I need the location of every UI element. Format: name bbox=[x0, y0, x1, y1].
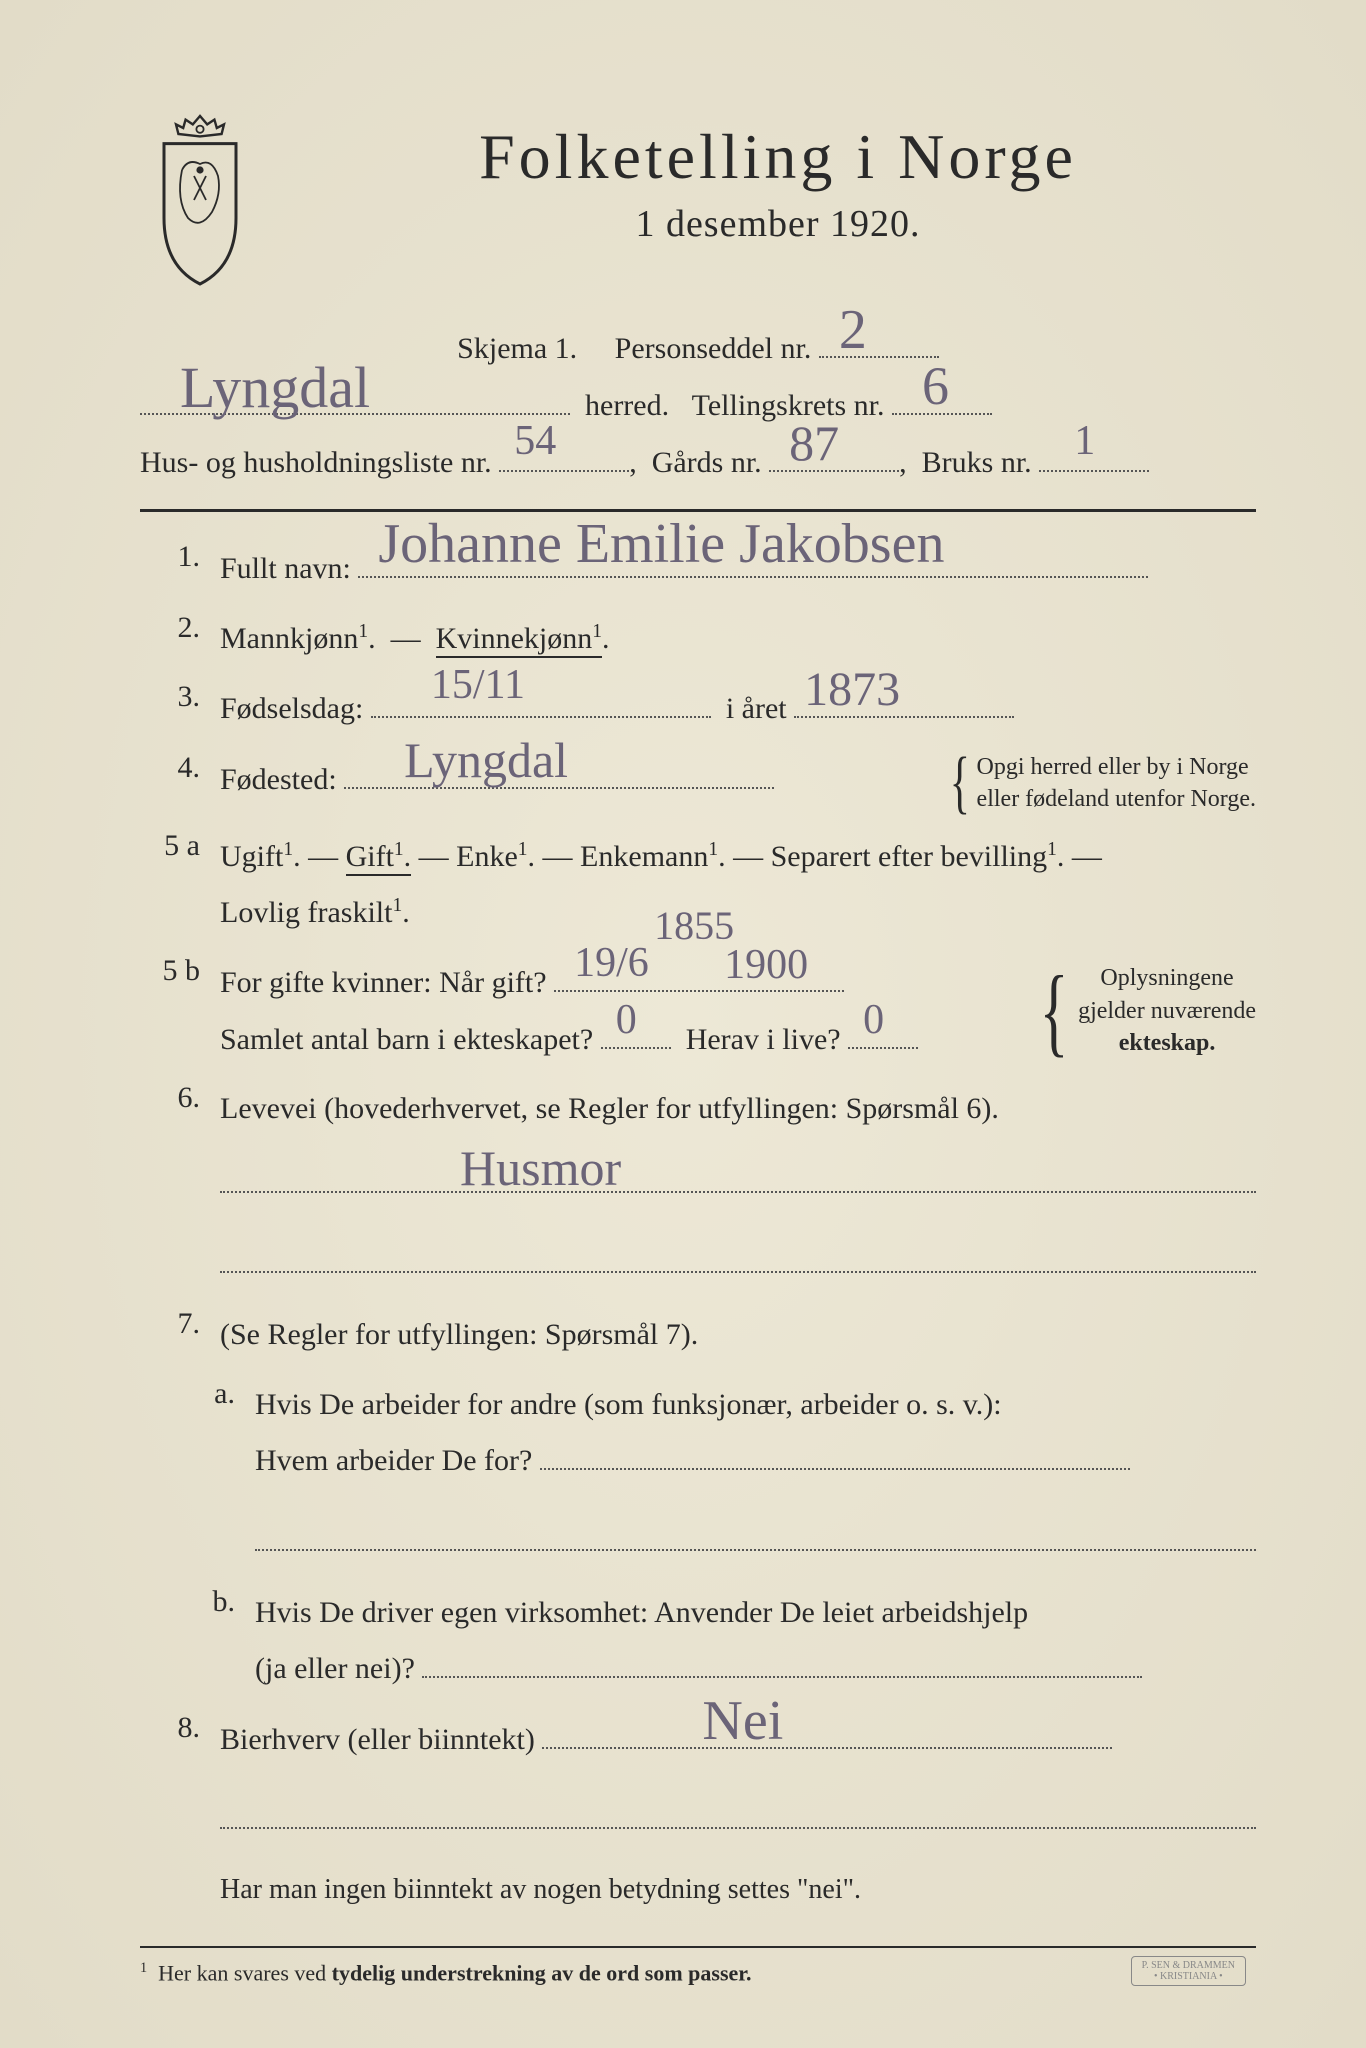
q7b-blank bbox=[422, 1640, 1142, 1678]
q8-value: Nei bbox=[702, 1693, 783, 1749]
q5b-v1: 19/6 bbox=[574, 942, 649, 984]
q4-label: Fødested: bbox=[220, 763, 337, 796]
q5b-v2: 0 bbox=[616, 999, 637, 1041]
blank-line bbox=[220, 1231, 1256, 1273]
skjema-label: Skjema 1. bbox=[457, 332, 577, 365]
q1-row: 1. Fullt navn: Johanne Emilie Jakobsen bbox=[140, 540, 1256, 597]
q3-year: 1873 bbox=[804, 666, 900, 714]
printer-stamp: P. SEN & DRAMMEN • KRISTIANIA • bbox=[1131, 1956, 1246, 1986]
q5b-v3: 0 bbox=[863, 999, 884, 1041]
q7a-row: a. Hvis De arbeider for andre (som funks… bbox=[140, 1377, 1256, 1571]
herred-label: herred. bbox=[585, 389, 669, 422]
q5b-label1: For gifte kvinner: Når gift? bbox=[220, 966, 547, 999]
q5b-num: 5 b bbox=[140, 954, 200, 1067]
brace-icon: { bbox=[950, 755, 970, 811]
census-form-page: Folketelling i Norge 1 desember 1920. Sk… bbox=[0, 0, 1366, 2048]
q4-row: 4. Fødested: Lyngdal { Opgi herred eller… bbox=[140, 751, 1256, 816]
q3-row: 3. Fødselsdag: 15/11 i året 1873 bbox=[140, 680, 1256, 737]
husliste-nr: 54 bbox=[514, 420, 556, 462]
footnote: 1 Her kan svares ved tydelig understrekn… bbox=[140, 1960, 1256, 1986]
tellingskrets-nr: 6 bbox=[922, 359, 949, 413]
q7a-num: a. bbox=[140, 1377, 235, 1571]
q5b-v1y1: 1855 bbox=[654, 906, 734, 946]
coat-of-arms-icon bbox=[140, 110, 260, 290]
q7b-num: b. bbox=[140, 1585, 235, 1697]
subtitle: 1 desember 1920. bbox=[300, 202, 1256, 246]
husliste-label: Hus- og husholdningsliste nr. bbox=[140, 446, 492, 479]
divider bbox=[140, 1946, 1256, 1948]
q7a-blank bbox=[540, 1432, 1130, 1470]
q1-num: 1. bbox=[140, 540, 200, 597]
footer-note: Har man ingen biinntekt av nogen betydni… bbox=[220, 1863, 1256, 1916]
q5b-note: Oplysningene gjelder nuværende ekteskap. bbox=[1078, 962, 1256, 1059]
q8-label: Bierhverv (eller biinntekt) bbox=[220, 1723, 535, 1756]
q4-num: 4. bbox=[140, 751, 200, 816]
q5a-gift-selected: Gift1. bbox=[346, 840, 412, 876]
q6-value: Husmor bbox=[460, 1143, 621, 1193]
divider bbox=[140, 509, 1256, 512]
q8-num: 8. bbox=[140, 1711, 200, 1850]
q5b-label2: Samlet antal barn i ekteskapet? bbox=[220, 1023, 593, 1056]
q2-mann: Mannkjønn bbox=[220, 622, 358, 655]
q7-label: (Se Regler for utfyllingen: Spørsmål 7). bbox=[220, 1318, 698, 1351]
q6-label: Levevei (hovederhvervet, se Regler for u… bbox=[220, 1092, 999, 1125]
q5b-v1y2: 1900 bbox=[724, 944, 808, 986]
bruks-label: Bruks nr. bbox=[922, 446, 1032, 479]
personseddel-label: Personseddel nr. bbox=[615, 332, 812, 365]
herred-value: Lyngdal bbox=[180, 359, 370, 417]
q7a-label1: Hvis De arbeider for andre (som funksjon… bbox=[255, 1377, 1256, 1433]
q4-note: Opgi herred eller by i Norge eller fødel… bbox=[977, 751, 1256, 816]
q3-num: 3. bbox=[140, 680, 200, 737]
q2-num: 2. bbox=[140, 611, 200, 667]
q3-day: 15/11 bbox=[431, 664, 525, 706]
q6-row: 6. Levevei (hovederhvervet, se Regler fo… bbox=[140, 1081, 1256, 1293]
tellingskrets-label: Tellingskrets nr. bbox=[692, 389, 885, 422]
blank-line bbox=[220, 1787, 1256, 1829]
q7a-label2: Hvem arbeider De for? bbox=[255, 1444, 532, 1477]
gards-nr: 87 bbox=[789, 418, 839, 468]
q3-label: Fødselsdag: bbox=[220, 692, 363, 725]
q4-value: Lyngdal bbox=[404, 735, 568, 785]
q7b-label2: (ja eller nei)? bbox=[255, 1652, 415, 1685]
q7b-label1: Hvis De driver egen virksomhet: Anvender… bbox=[255, 1585, 1256, 1641]
meta-line-3: Hus- og husholdningsliste nr. 54 , Gårds… bbox=[140, 434, 1256, 491]
q7-row: 7. (Se Regler for utfyllingen: Spørsmål … bbox=[140, 1307, 1256, 1363]
q3-year-label: i året bbox=[726, 692, 787, 725]
main-title: Folketelling i Norge bbox=[300, 120, 1256, 194]
q8-row: 8. Bierhverv (eller biinntekt) Nei bbox=[140, 1711, 1256, 1850]
bruks-nr: 1 bbox=[1074, 420, 1095, 462]
q7b-row: b. Hvis De driver egen virksomhet: Anven… bbox=[140, 1585, 1256, 1697]
q7-num: 7. bbox=[140, 1307, 200, 1363]
q1-value: Johanne Emilie Jakobsen bbox=[378, 516, 944, 572]
header: Folketelling i Norge 1 desember 1920. bbox=[140, 120, 1256, 290]
q5b-row: 5 b For gifte kvinner: Når gift? 19/6 18… bbox=[140, 954, 1256, 1067]
blank-line bbox=[255, 1509, 1256, 1551]
gards-label: Gårds nr. bbox=[652, 446, 762, 479]
q1-label: Fullt navn: bbox=[220, 552, 351, 585]
q2-row: 2. Mannkjønn1. — Kvinnekjønn1. bbox=[140, 611, 1256, 667]
personseddel-nr: 2 bbox=[839, 302, 867, 358]
q6-num: 6. bbox=[140, 1081, 200, 1293]
q5a-num: 5 a bbox=[140, 829, 200, 940]
q2-kvinne-selected: Kvinnekjønn1 bbox=[436, 622, 602, 658]
brace-icon: { bbox=[1040, 971, 1069, 1051]
q5b-label3: Herav i live? bbox=[686, 1023, 841, 1056]
